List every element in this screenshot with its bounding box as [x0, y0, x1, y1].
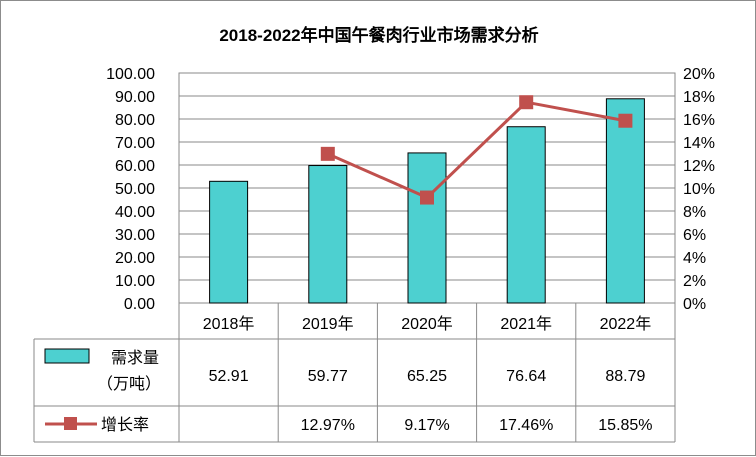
right-tick-label: 2%	[683, 273, 706, 290]
legend-line-marker	[64, 417, 77, 430]
growth-point	[320, 146, 335, 161]
left-tick-label: 50.00	[115, 181, 155, 198]
right-tick-label: 14%	[683, 135, 715, 152]
left-tick-label: 80.00	[115, 112, 155, 129]
category-label: 2020年	[401, 315, 453, 333]
bar	[506, 126, 546, 304]
legend-bar-swatch	[44, 348, 90, 364]
right-tick-label: 0%	[683, 296, 706, 313]
growth-value-label: 9.17%	[404, 417, 449, 434]
legend-line-label: 增长率	[101, 416, 149, 434]
bar-value-label: 52.91	[209, 368, 249, 385]
growth-value-label: 12.97%	[301, 417, 355, 434]
bar-value-label: 65.25	[407, 368, 447, 385]
right-tick-label: 8%	[683, 204, 706, 221]
legend-bar-label-line1: 需求量	[111, 349, 159, 367]
right-tick-label: 6%	[683, 227, 706, 244]
left-tick-label: 30.00	[115, 227, 155, 244]
right-tick-label: 4%	[683, 250, 706, 267]
growth-value-label: 15.85%	[598, 417, 652, 434]
right-axis-ticks: 0% 2% 4% 6% 8% 10% 12% 14% 16% 18% 20%	[683, 66, 715, 313]
bar	[605, 98, 645, 304]
left-axis-ticks: 0.00 10.00 20.00 30.00 40.00 50.00 60.00 70.00 8…	[106, 66, 155, 313]
left-tick-label: 20.00	[115, 250, 155, 267]
growth-point	[519, 95, 534, 110]
left-tick-label: 100.00	[106, 66, 155, 83]
bar	[407, 152, 447, 304]
growth-value-label: 17.46%	[499, 417, 553, 434]
right-tick-label: 20%	[683, 66, 715, 83]
right-tick-label: 12%	[683, 158, 715, 175]
bar-value-label: 59.77	[308, 368, 348, 385]
data-table: 需求量 （万吨） 增长率 2018年 52.91 2019年 59.77 12.97% 2…	[33, 303, 676, 443]
legend-bar-swatch-group	[44, 348, 90, 364]
right-tick-label: 18%	[683, 89, 715, 106]
category-label: 2021年	[500, 315, 552, 333]
bar-value-label: 88.79	[605, 368, 645, 385]
growth-line	[327, 100, 626, 200]
bar-series	[209, 98, 645, 304]
left-tick-label: 60.00	[115, 158, 155, 175]
right-tick-label: 10%	[683, 181, 715, 198]
growth-line-series	[320, 95, 633, 205]
left-tick-label: 40.00	[115, 204, 155, 221]
left-tick-label: 10.00	[115, 273, 155, 290]
right-tick-label: 16%	[683, 112, 715, 129]
bar	[308, 165, 348, 304]
chart-title: 2018-2022年中国午餐肉行业市场需求分析	[219, 25, 538, 45]
left-tick-label: 70.00	[115, 135, 155, 152]
growth-point	[420, 190, 434, 205]
left-tick-label: 0.00	[124, 296, 155, 313]
left-tick-label: 90.00	[115, 89, 155, 106]
category-label: 2019年	[302, 315, 354, 333]
bar-value-label: 76.64	[506, 368, 546, 385]
bar	[209, 180, 249, 304]
category-label: 2018年	[203, 315, 255, 333]
legend-bar-label-line2: （万吨）	[97, 375, 161, 393]
growth-point	[618, 113, 633, 128]
category-label: 2022年	[600, 315, 652, 333]
